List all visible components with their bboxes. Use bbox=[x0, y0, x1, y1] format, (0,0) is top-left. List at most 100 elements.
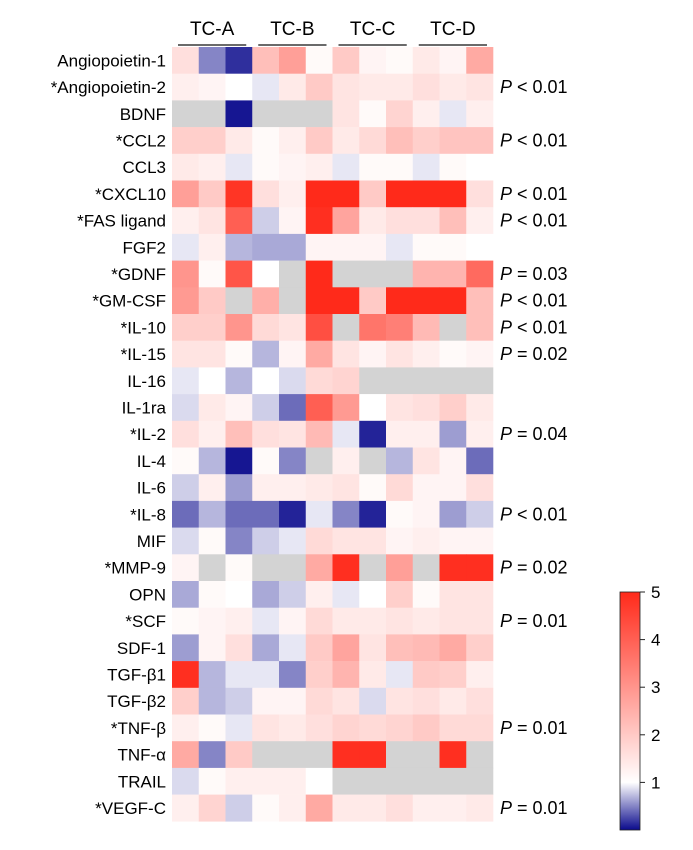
heatmap-cell bbox=[439, 47, 467, 74]
heatmap-cell bbox=[386, 100, 414, 128]
heatmap-cell bbox=[172, 581, 200, 608]
heatmap-cell bbox=[305, 794, 333, 822]
row-label: *CXCL10 bbox=[95, 185, 166, 204]
heatmap-cell bbox=[439, 127, 467, 155]
heatmap-cell bbox=[305, 554, 333, 582]
group-label: TC-A bbox=[190, 19, 235, 40]
heatmap-cell bbox=[198, 527, 226, 555]
row-label: TRAIL bbox=[118, 772, 166, 791]
heatmap-cell bbox=[198, 153, 226, 181]
heatmap-cell bbox=[225, 634, 253, 662]
heatmap-cell bbox=[279, 47, 307, 74]
heatmap-cell bbox=[386, 474, 414, 502]
heatmap-cell bbox=[386, 127, 414, 155]
group-label: TC-D bbox=[430, 19, 475, 40]
heatmap-cell bbox=[386, 153, 414, 181]
heatmap-cell bbox=[359, 607, 387, 635]
heatmap-cell bbox=[225, 767, 253, 795]
colorbar-tick-label: 1 bbox=[651, 773, 660, 792]
heatmap-cell bbox=[225, 233, 253, 261]
heatmap-cell bbox=[252, 287, 280, 315]
heatmap-cell bbox=[279, 581, 307, 608]
heatmap-cell bbox=[412, 687, 440, 715]
heatmap-cell bbox=[172, 47, 200, 74]
row-label: IL-4 bbox=[137, 452, 166, 471]
heatmap-cell bbox=[225, 394, 253, 422]
heatmap-cell bbox=[172, 287, 200, 315]
heatmap-cell bbox=[412, 73, 440, 101]
heatmap-cell bbox=[332, 661, 360, 689]
heatmap-cell bbox=[332, 394, 360, 422]
heatmap-cell bbox=[359, 100, 387, 128]
heatmap-cell bbox=[172, 367, 200, 395]
p-value-label: P = 0.01 bbox=[500, 611, 568, 631]
heatmap-cell bbox=[252, 607, 280, 635]
heatmap-cell bbox=[172, 634, 200, 662]
row-label: SDF-1 bbox=[117, 639, 166, 658]
heatmap-cell bbox=[198, 687, 226, 715]
heatmap-cell bbox=[359, 180, 387, 208]
heatmap-cell bbox=[305, 73, 333, 101]
heatmap-cell bbox=[279, 367, 307, 395]
heatmap-cell bbox=[305, 127, 333, 155]
heatmap-cell bbox=[279, 233, 307, 261]
heatmap-cell bbox=[386, 581, 414, 608]
row-label: *VEGF-C bbox=[95, 799, 166, 818]
heatmap-cell bbox=[172, 260, 200, 288]
heatmap-cell bbox=[332, 741, 360, 769]
heatmap-cell bbox=[386, 634, 414, 662]
heatmap-cell bbox=[305, 367, 333, 395]
heatmap-cell bbox=[412, 260, 440, 288]
p-value-label: P = 0.02 bbox=[500, 558, 568, 578]
heatmap-cell bbox=[386, 527, 414, 555]
row-label: *MMP-9 bbox=[105, 559, 166, 578]
heatmap-cell bbox=[466, 687, 494, 715]
p-value-label: P < 0.01 bbox=[500, 317, 568, 337]
heatmap-cell bbox=[359, 394, 387, 422]
heatmap-cell bbox=[172, 527, 200, 555]
heatmap-cell bbox=[172, 794, 200, 822]
heatmap-cell bbox=[386, 554, 414, 582]
row-label: *IL-8 bbox=[130, 505, 166, 524]
heatmap-cell bbox=[412, 287, 440, 315]
heatmap-cell bbox=[439, 260, 467, 288]
heatmap-cell bbox=[439, 554, 467, 582]
row-label: FGF2 bbox=[123, 238, 166, 257]
heatmap-cell bbox=[305, 634, 333, 662]
row-label: TGF-β2 bbox=[107, 692, 166, 711]
heatmap-cell bbox=[279, 100, 307, 128]
heatmap-cell bbox=[359, 314, 387, 341]
colorbar-tick-label: 3 bbox=[651, 678, 660, 697]
p-value-label: P = 0.04 bbox=[500, 424, 568, 444]
heatmap-cell bbox=[466, 207, 494, 235]
heatmap-cell bbox=[359, 500, 387, 528]
heatmap-cell bbox=[439, 741, 467, 769]
heatmap-cell bbox=[359, 367, 387, 395]
heatmap-cell bbox=[386, 607, 414, 635]
heatmap-cell bbox=[305, 153, 333, 181]
heatmap-cell bbox=[279, 500, 307, 528]
heatmap-cell bbox=[439, 340, 467, 368]
heatmap-cell bbox=[252, 554, 280, 582]
heatmap-cell bbox=[305, 581, 333, 608]
heatmap-cell bbox=[305, 661, 333, 689]
row-label: CCL3 bbox=[123, 158, 166, 177]
heatmap-cell bbox=[439, 607, 467, 635]
heatmap-cell bbox=[412, 634, 440, 662]
heatmap-cell bbox=[466, 474, 494, 502]
heatmap-cell bbox=[386, 447, 414, 475]
heatmap-cell bbox=[225, 180, 253, 208]
heatmap-cell bbox=[412, 527, 440, 555]
heatmap-cell bbox=[225, 527, 253, 555]
heatmap-cell bbox=[466, 180, 494, 208]
heatmap-cell bbox=[359, 73, 387, 101]
p-value-label: P < 0.01 bbox=[500, 211, 568, 231]
heatmap-cell bbox=[466, 661, 494, 689]
heatmap-cell bbox=[198, 73, 226, 101]
heatmap-cell bbox=[198, 47, 226, 74]
heatmap-cell bbox=[279, 767, 307, 795]
row-label: *GDNF bbox=[111, 265, 166, 284]
heatmap-cell bbox=[305, 314, 333, 341]
heatmap-cell bbox=[359, 474, 387, 502]
heatmap-cell bbox=[412, 367, 440, 395]
